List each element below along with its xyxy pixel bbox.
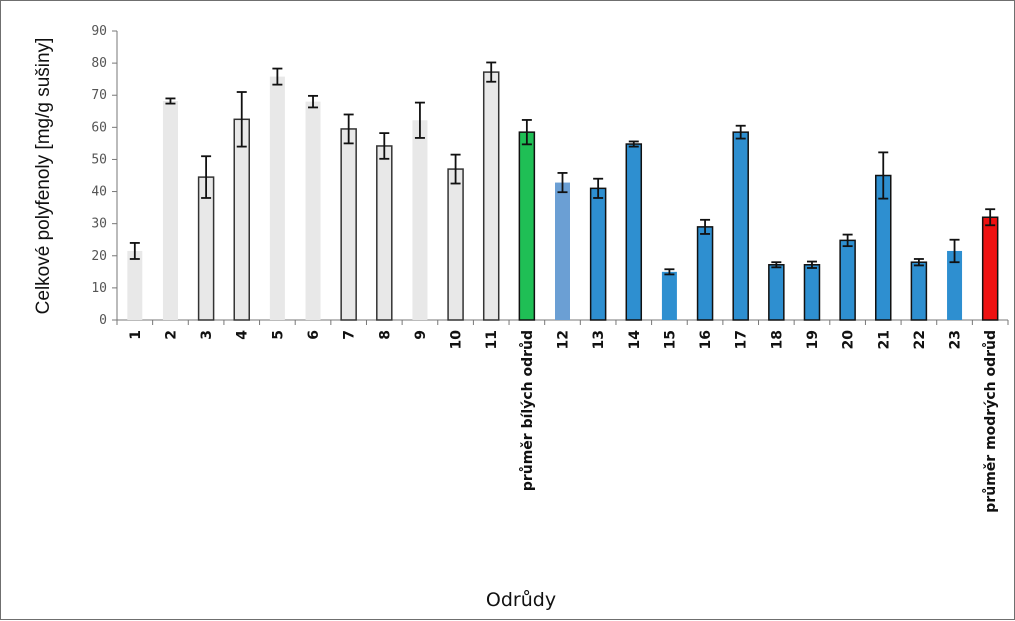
x-tick-label: průměr modrých odrůd: [982, 330, 999, 513]
x-tick-label: 14: [627, 330, 643, 350]
x-tick-label: 9: [413, 330, 429, 340]
y-tick-label: 10: [91, 281, 107, 296]
y-tick-label: 0: [99, 313, 107, 328]
x-tick-label: 3: [199, 330, 215, 340]
y-axis-label: Celkové polyfenoly [mg/g sušiny]: [33, 38, 54, 315]
bar: [269, 76, 285, 320]
x-tick-label: 4: [235, 330, 251, 340]
x-tick-label: 17: [734, 330, 750, 349]
y-tick-label: 90: [91, 24, 107, 39]
bar: [305, 101, 321, 321]
bar: [839, 239, 856, 321]
bar: [412, 120, 428, 320]
x-tick-label: 8: [377, 330, 393, 340]
x-tick-label: 7: [342, 330, 358, 340]
x-tick-label: 1: [128, 330, 144, 340]
x-tick-label: 11: [484, 330, 500, 349]
bar: [981, 216, 999, 321]
x-tick-label: 5: [270, 330, 286, 340]
x-tick-label: 15: [662, 330, 678, 349]
x-axis-label: Odrůdy: [486, 589, 556, 611]
x-tick-label: 23: [948, 330, 964, 349]
y-tick-label: 60: [91, 120, 107, 135]
bar: [947, 250, 963, 320]
x-tick-label: průměr bílých odrůd: [519, 330, 536, 491]
bars: [127, 71, 999, 321]
bar: [803, 264, 821, 321]
bar: [340, 128, 357, 321]
y-tick-label: 40: [91, 185, 107, 200]
bar: [127, 250, 143, 320]
error-bars: [129, 61, 996, 276]
bar: [482, 71, 500, 321]
x-tick-label: 19: [805, 330, 821, 349]
x-tick-label: 13: [591, 330, 607, 349]
y-tick-label: 80: [91, 56, 107, 71]
x-tick-label: 10: [449, 330, 465, 350]
bar: [518, 131, 536, 321]
bar: [555, 182, 570, 320]
x-tick-label: 2: [163, 330, 179, 340]
y-tick-label: 50: [91, 152, 107, 167]
x-tick-label: 22: [912, 330, 928, 349]
bar: [376, 145, 393, 321]
bar: [661, 271, 677, 320]
bar: [696, 226, 714, 321]
bar: [910, 261, 928, 321]
bar: [625, 143, 643, 321]
bar: [162, 101, 178, 320]
y-tick-label: 20: [91, 249, 107, 264]
bar: [447, 168, 464, 321]
y-tick-label: 30: [91, 217, 107, 232]
x-tick-label: 20: [841, 330, 857, 350]
bar: [589, 187, 607, 321]
x-tick-label: 6: [306, 330, 322, 340]
x-tick-label: 12: [556, 330, 572, 349]
x-tick-label: 21: [876, 330, 892, 349]
bar: [233, 118, 250, 321]
bar: [768, 264, 785, 321]
bar: [732, 131, 749, 321]
x-tick-label: 16: [698, 330, 714, 349]
x-tick-label: 18: [769, 330, 785, 349]
y-tick-labels: 0 10 20 30 40 50 60 70 80 90: [91, 24, 107, 328]
x-tick-labels: 1 2 3 4 5 6 7 8 9 10 11 průměr bílých odrůd 12 13 14 15…: [128, 330, 999, 513]
y-tick-label: 70: [91, 88, 107, 103]
